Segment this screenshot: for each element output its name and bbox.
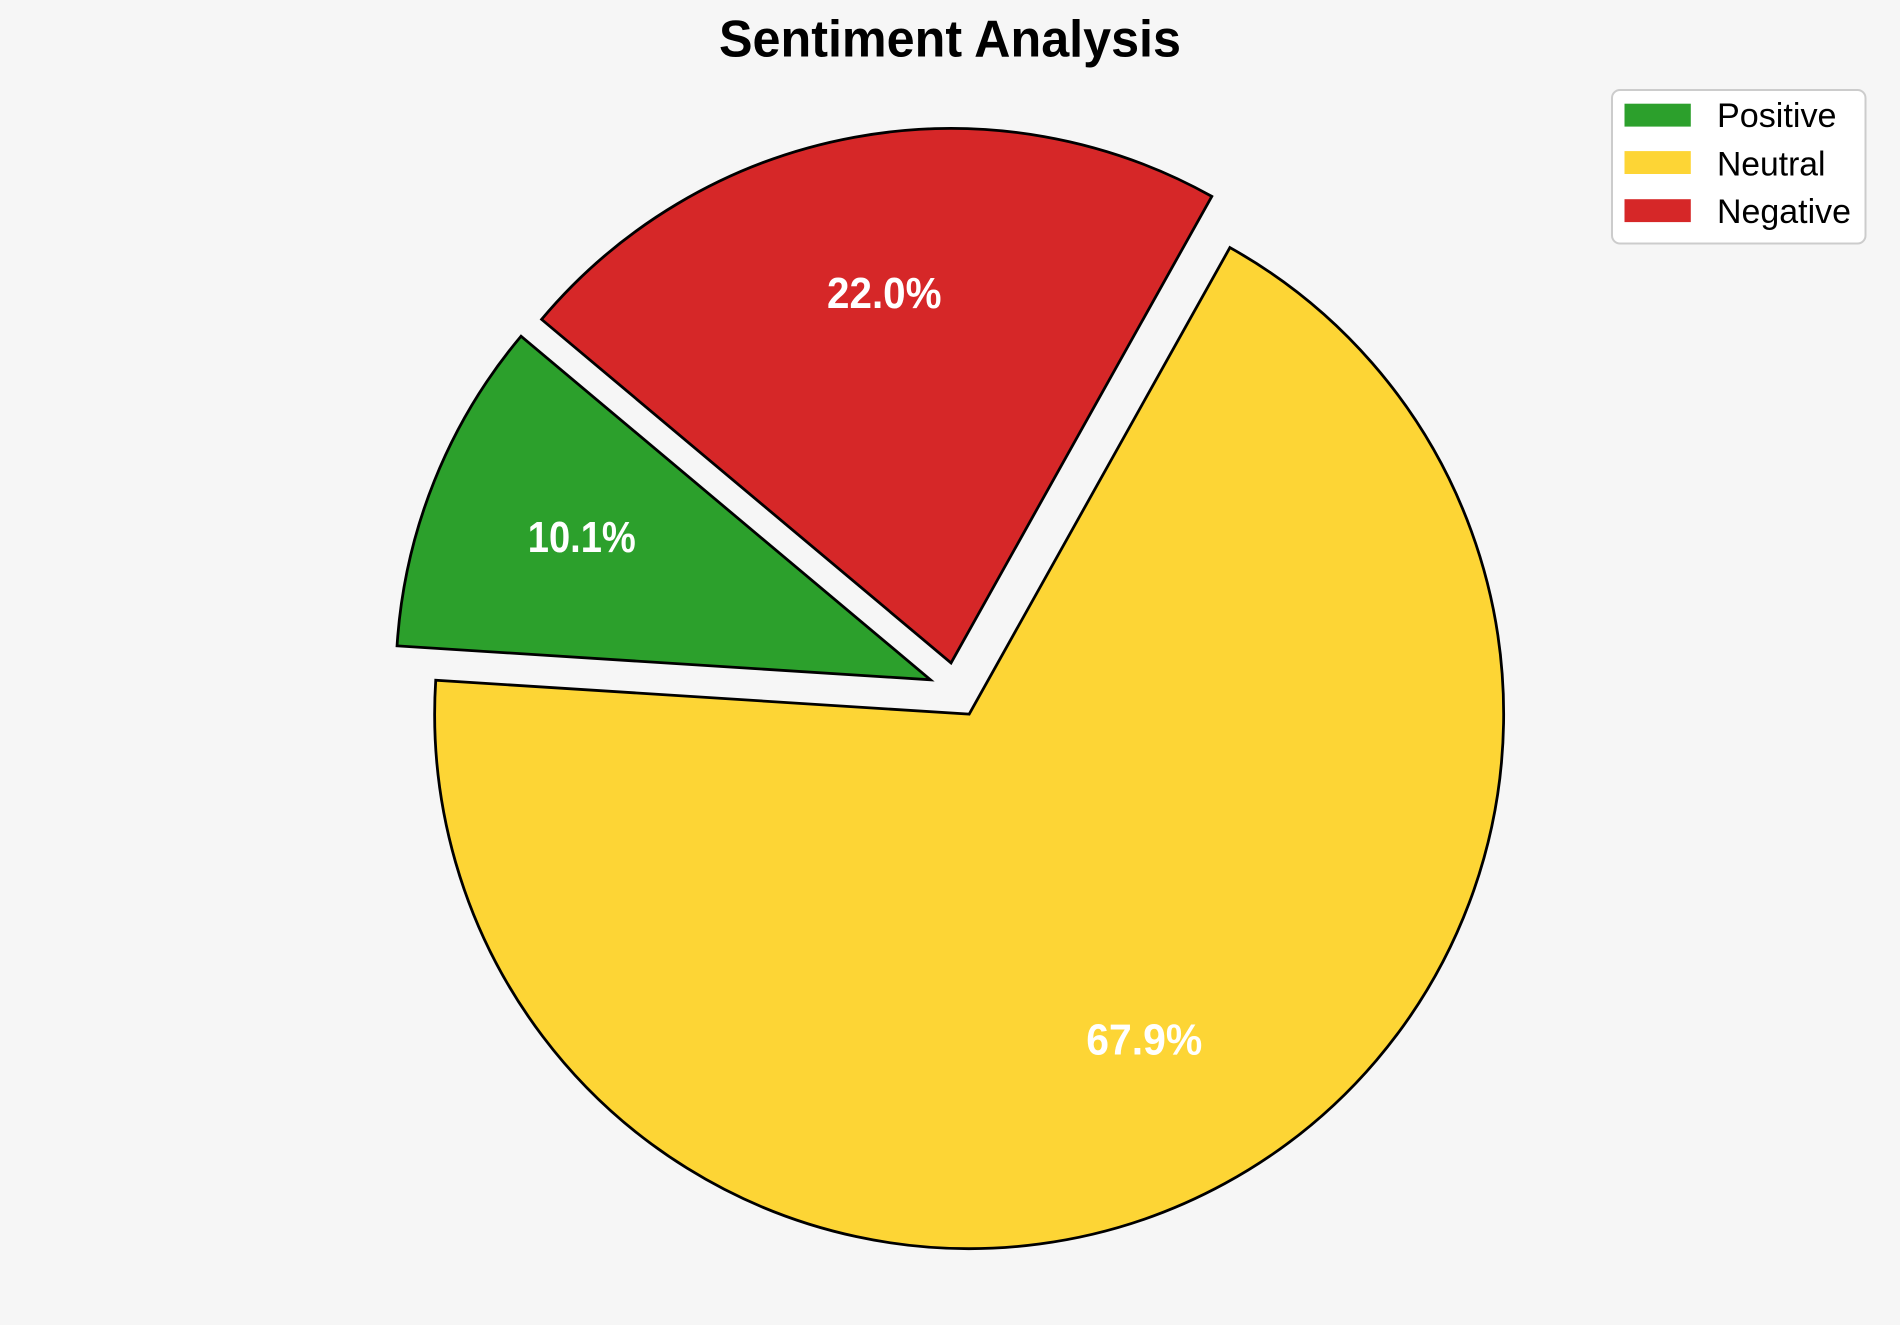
svg-text:Neutral: Neutral bbox=[1717, 145, 1826, 183]
svg-text:Negative: Negative bbox=[1717, 193, 1851, 231]
svg-text:10.1%: 10.1% bbox=[528, 513, 636, 562]
svg-text:Positive: Positive bbox=[1717, 97, 1837, 135]
svg-text:67.9%: 67.9% bbox=[1086, 1015, 1202, 1064]
svg-text:22.0%: 22.0% bbox=[827, 269, 942, 318]
svg-text:Sentiment Analysis: Sentiment Analysis bbox=[719, 11, 1181, 69]
